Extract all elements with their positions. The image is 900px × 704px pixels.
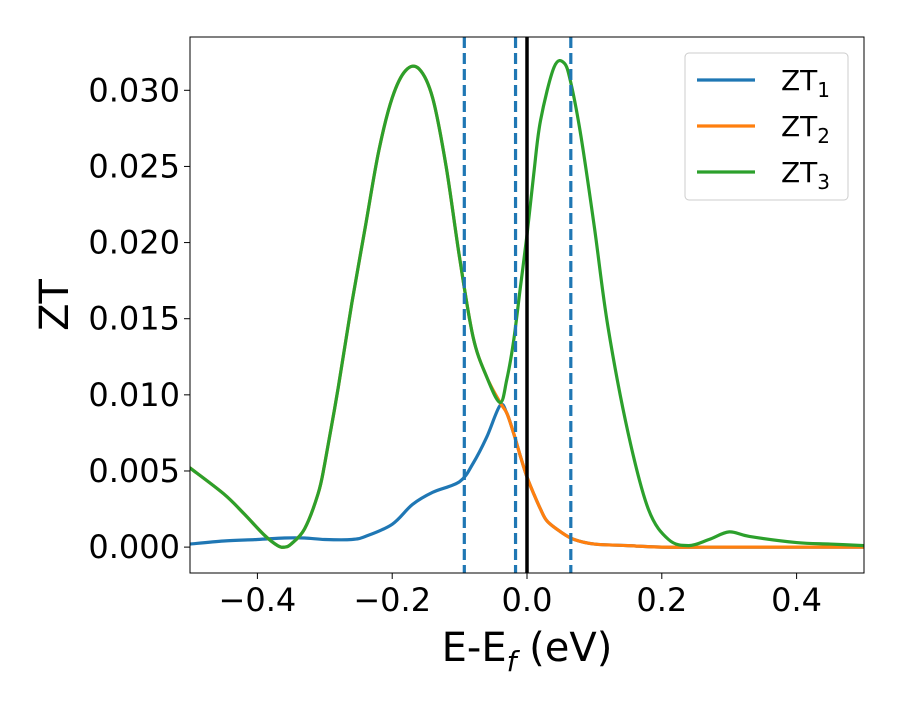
- legend-item-zt1: ZT1: [697, 64, 830, 102]
- legend-item-zt2: ZT2: [697, 110, 830, 148]
- legend-label: ZT3: [781, 156, 830, 194]
- x-tick-label: −0.2: [353, 581, 431, 619]
- y-tick-label: 0.005: [88, 452, 180, 490]
- y-tick-label: 0.020: [88, 224, 180, 262]
- y-axis-label: ZT: [32, 279, 78, 331]
- x-tick-label: 0.2: [636, 581, 687, 619]
- y-tick-label: 0.030: [88, 71, 180, 109]
- legend: ZT1 ZT2 ZT3: [684, 52, 849, 201]
- series-line-zt3: [190, 59, 864, 549]
- legend-box: [684, 52, 849, 201]
- x-tick-label: 0.4: [771, 581, 822, 619]
- plot-area: [190, 37, 864, 573]
- legend-label: ZT2: [781, 110, 830, 148]
- legend-item-zt3: ZT3: [697, 156, 830, 194]
- x-tick-label: 0.0: [502, 581, 553, 619]
- y-tick-label: 0.025: [88, 147, 180, 185]
- x-tick-label: −0.4: [219, 581, 297, 619]
- axes: −0.4 −0.2 0.0 0.2 0.4 0.000 0.005 0.010 0.015 0.0…: [32, 36, 865, 678]
- y-tick-label: 0.000: [88, 528, 180, 566]
- legend-label: ZT1: [781, 64, 830, 102]
- x-axis-label: E-Ef (eV): [442, 625, 613, 678]
- y-tick-label: 0.010: [88, 376, 180, 414]
- y-tick-label: 0.015: [88, 300, 180, 338]
